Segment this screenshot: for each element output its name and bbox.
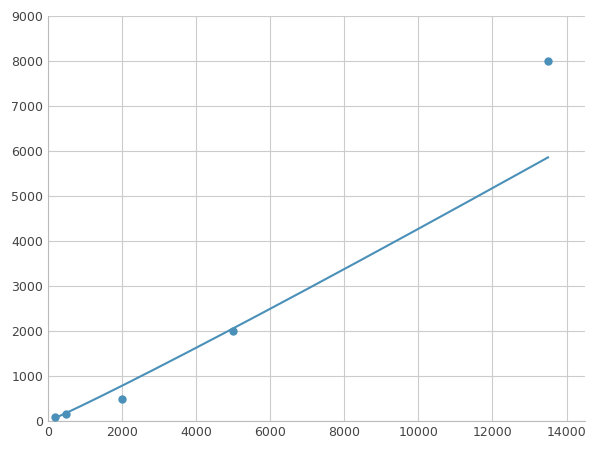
Point xyxy=(229,328,238,335)
Point xyxy=(62,411,71,418)
Point xyxy=(117,395,127,402)
Point xyxy=(543,58,553,65)
Point xyxy=(50,413,60,420)
